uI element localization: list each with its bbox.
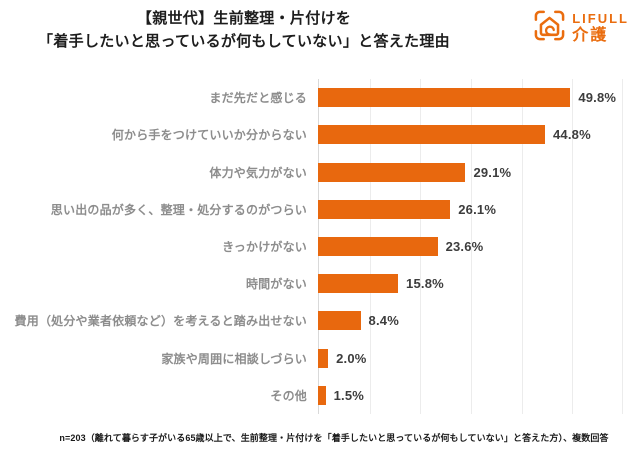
bar-track: 44.8%: [318, 125, 622, 145]
category-label: その他: [270, 388, 307, 403]
bar-track: 2.0%: [318, 348, 622, 368]
bar: [318, 274, 399, 294]
value-label: 8.4%: [368, 313, 399, 329]
category-label: 何から手をつけていいか分からない: [111, 128, 307, 143]
bar-track: 29.1%: [318, 162, 622, 182]
category-label: 費用（処分や業者依頼など）を考えると踏み出せない: [14, 314, 307, 329]
bar: [318, 88, 571, 108]
bar-row: まだ先だと感じる 49.8%: [0, 79, 640, 116]
lifull-kaigo-logo: LIFULL 介護: [533, 9, 629, 47]
bar-track: 23.6%: [318, 236, 622, 256]
gridline: [471, 79, 472, 414]
value-label: 49.8%: [578, 90, 617, 106]
bar-track: 1.5%: [318, 385, 622, 405]
bar-chart: まだ先だと感じる 49.8% 何から手をつけていいか分からない 44.8% 体力や気力が…: [0, 79, 640, 414]
value-label: 44.8%: [552, 127, 591, 143]
page-title: 【親世代】生前整理・片付けを 「着手したいと思っているが何もしていない」と答えた…: [0, 7, 488, 53]
value-label: 15.8%: [406, 276, 444, 292]
bar-row: 何から手をつけていいか分からない 44.8%: [0, 116, 640, 153]
bar: [318, 311, 361, 331]
lifull-house-icon: [533, 9, 566, 47]
category-label: 体力や気力がない: [209, 165, 307, 180]
bar: [318, 199, 451, 219]
bar: [318, 125, 545, 145]
gridline: [622, 79, 623, 414]
bar-track: 8.4%: [318, 311, 622, 331]
bar-row: 家族や周囲に相談しづらい 2.0%: [0, 340, 640, 377]
category-label: まだ先だと感じる: [209, 91, 307, 106]
category-label: 思い出の品が多く、整理・処分するのがつらい: [50, 202, 307, 217]
bar-row: 思い出の品が多く、整理・処分するのがつらい 26.1%: [0, 191, 640, 228]
value-label: 29.1%: [473, 164, 512, 180]
bar-row: 体力や気力がない 29.1%: [0, 153, 640, 190]
bar-row: 費用（処分や業者依頼など）を考えると踏み出せない 8.4%: [0, 302, 640, 339]
gridline: [521, 79, 523, 414]
logo-text: LIFULL 介護: [572, 12, 629, 44]
bar-row: 時間がない 15.8%: [0, 265, 640, 302]
bar-row: きっかけがない 23.6%: [0, 228, 640, 265]
source-note: n=203（離れて暮らす子がいる65歳以上で、生前整理・片付けを「着手したいと思…: [59, 433, 609, 443]
bar: [318, 236, 438, 256]
logo-brand-label: LIFULL: [572, 11, 629, 26]
bar: [318, 385, 326, 405]
bar-row: その他 1.5%: [0, 377, 640, 414]
bar-track: 15.8%: [318, 274, 622, 294]
bar: [318, 162, 466, 182]
bar-rows: まだ先だと感じる 49.8% 何から手をつけていいか分からない 44.8% 体力や気力が…: [0, 79, 640, 414]
bar-track: 26.1%: [318, 199, 622, 219]
page-title-line2: 「着手したいと思っているが何もしていない」と答えた理由: [38, 33, 450, 50]
value-label: 1.5%: [333, 387, 365, 403]
logo-service-label: 介護: [572, 27, 609, 44]
bar: [318, 348, 329, 368]
gridline: [572, 79, 574, 414]
value-label: 23.6%: [445, 238, 484, 254]
page-title-line1: 【親世代】生前整理・片付けを: [136, 10, 352, 27]
category-label: きっかけがない: [222, 239, 307, 254]
category-label: 家族や周囲に相談しづらい: [161, 351, 307, 366]
bar-track: 49.8%: [318, 88, 622, 108]
value-label: 26.1%: [458, 201, 497, 217]
category-label: 時間がない: [245, 277, 307, 292]
value-label: 2.0%: [336, 350, 367, 366]
